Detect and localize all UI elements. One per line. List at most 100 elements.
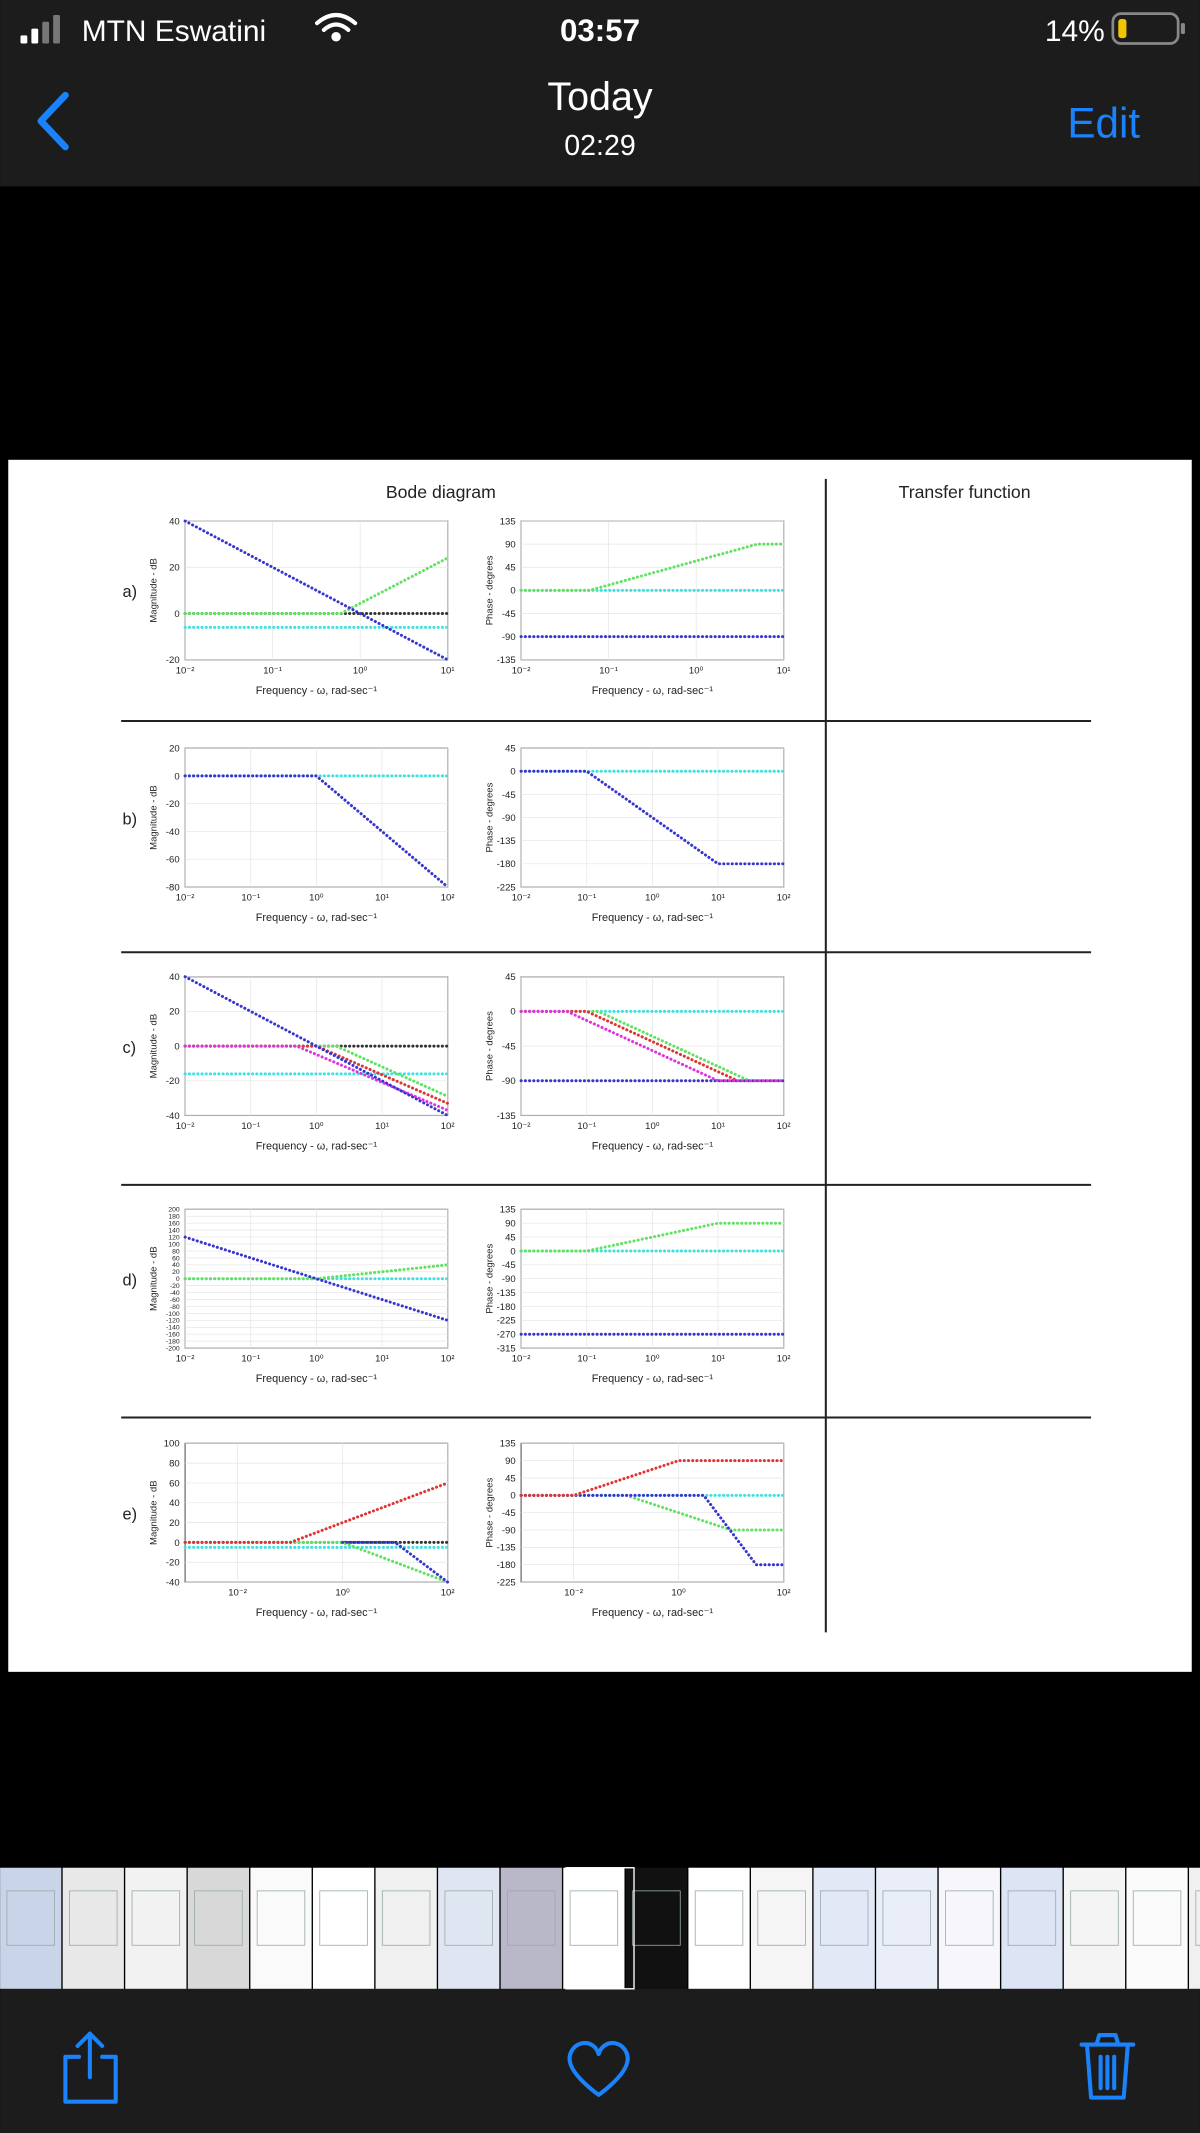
thumbnail <box>813 1867 875 1989</box>
signal-icon <box>20 14 60 44</box>
y-tick-label: -20 <box>166 1558 180 1569</box>
y-tick-label: -40 <box>166 1111 180 1122</box>
y-axis-label: Magnitude - dB <box>149 558 160 623</box>
x-tick-label: 10⁰ <box>689 665 704 676</box>
y-tick-label: 20 <box>169 1518 180 1529</box>
thumbnail-content <box>6 1890 55 1946</box>
y-tick-label: -180 <box>497 1302 516 1313</box>
y-tick-label: 135 <box>500 1205 516 1216</box>
y-tick-label: 0 <box>510 1491 515 1502</box>
asymptote-line <box>519 1493 786 1532</box>
bode-plot: -40 -20 0 20 40 60 80 100 10⁻² 10⁰ 10² Frequency - … <box>149 1439 455 1619</box>
y-tick-label: -90 <box>502 632 516 643</box>
thumbnail <box>938 1867 1000 1989</box>
favorite-button[interactable] <box>567 2041 630 2097</box>
x-tick-label: 10² <box>441 1354 455 1365</box>
x-tick-label: 10¹ <box>777 665 791 676</box>
x-tick-label: 10⁻¹ <box>241 893 260 904</box>
x-tick-label: 10⁻² <box>176 893 195 904</box>
y-axis-label: Magnitude - dB <box>149 1480 160 1545</box>
thumbnail-current <box>565 1867 635 1990</box>
bode-plot: -135 -90 -45 0 45 10⁻² 10⁻¹ 10⁰ 10¹ 10² Frequency … <box>485 972 791 1152</box>
y-tick-label: -135 <box>497 836 516 847</box>
x-tick-label: 10² <box>441 893 455 904</box>
x-tick-label: 10¹ <box>441 665 455 676</box>
nav-title: Today <box>547 75 653 119</box>
x-tick-label: 10⁻² <box>176 1354 195 1365</box>
asymptote-line <box>183 519 450 662</box>
y-tick-label: -90 <box>502 1076 516 1087</box>
thumbnail <box>563 1867 625 1989</box>
y-tick-label: 45 <box>505 972 516 983</box>
x-tick-label: 10⁻¹ <box>241 1354 260 1365</box>
thumbnail <box>625 1867 688 1989</box>
y-tick-label: -90 <box>502 1274 516 1285</box>
x-axis-label: Frequency - ω, rad-sec⁻¹ <box>256 1607 378 1619</box>
y-tick-label: -60 <box>170 1297 180 1304</box>
asymptote-line <box>341 1540 450 1584</box>
carrier: MTN Eswatini <box>82 15 266 48</box>
x-tick-label: 10¹ <box>711 1121 725 1132</box>
thumbnail-content <box>507 1890 556 1946</box>
x-axis-label: Frequency - ω, rad-sec⁻¹ <box>256 1373 378 1385</box>
x-tick-label: 10¹ <box>375 1354 389 1365</box>
thumbnail-strip[interactable] <box>0 1867 1200 1990</box>
asymptote-line <box>183 975 450 1117</box>
thumbnail-content <box>256 1890 306 1946</box>
y-tick-label: -80 <box>166 882 180 893</box>
y-tick-label: -20 <box>166 655 180 666</box>
clock: 03:57 <box>560 13 640 48</box>
y-axis-label: Phase - degrees <box>485 782 496 852</box>
x-tick-label: 10⁻¹ <box>577 893 596 904</box>
back-button[interactable] <box>37 91 69 151</box>
x-tick-label: 10⁰ <box>671 1588 686 1599</box>
y-tick-label: -45 <box>502 609 516 620</box>
y-tick-label: 135 <box>500 1439 516 1450</box>
x-axis-label: Frequency - ω, rad-sec⁻¹ <box>592 1607 714 1619</box>
delete-button[interactable] <box>1079 2033 1136 2100</box>
x-tick-label: 10⁻¹ <box>577 1354 596 1365</box>
x-tick-label: 10⁻² <box>564 1588 583 1599</box>
y-tick-label: -120 <box>166 1318 180 1325</box>
bode-plot: -40 -20 0 20 40 10⁻² 10⁻¹ 10⁰ 10¹ 10² Frequency - … <box>149 972 455 1152</box>
thumbnail-content <box>819 1890 869 1946</box>
x-axis-label: Frequency - ω, rad-sec⁻¹ <box>256 685 378 697</box>
column-header: Bode diagram <box>386 482 496 502</box>
y-tick-label: 100 <box>164 1439 180 1450</box>
y-tick-label: 60 <box>172 1255 180 1262</box>
x-tick-label: 10² <box>441 1121 455 1132</box>
x-tick-label: 10⁻² <box>512 893 531 904</box>
x-tick-label: 10⁻² <box>512 1121 531 1132</box>
share-button[interactable] <box>63 2031 118 2104</box>
thumbnail-content <box>1070 1890 1119 1946</box>
y-tick-label: -45 <box>502 1508 516 1519</box>
y-tick-label: -180 <box>497 1560 516 1571</box>
x-tick-label: 10⁰ <box>309 893 324 904</box>
y-tick-label: -315 <box>497 1343 516 1354</box>
battery-level: 14% <box>1045 15 1105 48</box>
x-tick-label: 10⁻² <box>228 1588 247 1599</box>
y-tick-label: -40 <box>170 1290 180 1297</box>
bode-plot: -135 -90 -45 0 45 90 135 10⁻² 10⁻¹ 10⁰ 10¹ Frequenc… <box>485 516 791 696</box>
x-tick-label: 10¹ <box>711 1354 725 1365</box>
asymptote-line <box>519 1459 786 1497</box>
y-tick-label: 80 <box>172 1248 180 1255</box>
thumbnail <box>438 1867 500 1989</box>
wifi-icon <box>315 12 358 42</box>
x-tick-label: 10⁻¹ <box>263 665 282 676</box>
asymptote-line <box>519 1009 786 1083</box>
x-tick-label: 10⁰ <box>309 1354 324 1365</box>
thumbnail-content <box>694 1890 744 1946</box>
thumbnail <box>125 1867 187 1989</box>
edit-button[interactable]: Edit <box>1067 99 1140 146</box>
y-tick-label: -180 <box>497 859 516 870</box>
plot-area <box>184 1442 449 1583</box>
y-tick-label: 40 <box>169 1498 180 1509</box>
thumbnail <box>375 1867 437 1989</box>
y-tick-label: 180 <box>168 1214 180 1221</box>
y-tick-label: 0 <box>510 1246 515 1257</box>
thumbnail <box>312 1867 375 1989</box>
y-tick-label: -180 <box>166 1339 180 1346</box>
thumbnail <box>750 1867 813 1989</box>
